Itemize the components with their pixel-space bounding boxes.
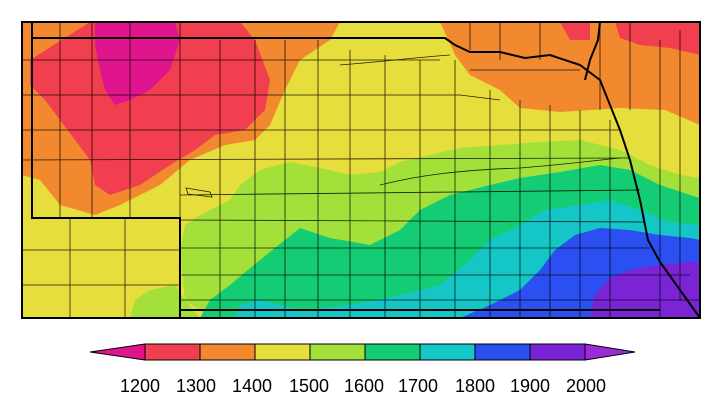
- band-below-1200: [95, 22, 180, 105]
- band-1200-1300-west: [30, 22, 270, 195]
- legend-swatch-1200-1300: [144, 343, 201, 361]
- band-1300-1400-east: [440, 22, 700, 125]
- legend-tick-label: 1500: [289, 376, 329, 396]
- legend-tick-label: 1300: [176, 376, 216, 396]
- legend-tick-label: 1700: [398, 376, 438, 396]
- contour-field: [22, 22, 700, 318]
- legend-tick-label: 1600: [344, 376, 384, 396]
- state-boundaries: [31, 22, 700, 318]
- legend-tick-label: 1400: [232, 376, 272, 396]
- county-boundaries: [22, 22, 700, 318]
- band-1200-1300-north: [560, 22, 590, 40]
- legend-arrow-low: [89, 343, 146, 361]
- legend-swatch-1400-1500: [254, 343, 311, 361]
- map-frame: [21, 21, 701, 319]
- color-legend: 1200 1300 1400 1500 1600 1700 1800 1900 …: [89, 343, 636, 396]
- legend-swatch-1500-1600: [309, 343, 366, 361]
- legend-swatch-1900-2000: [529, 343, 586, 361]
- legend-tick-label: 1800: [455, 376, 495, 396]
- legend-tick-label: 1200: [120, 376, 160, 396]
- band-1200-1300-east: [615, 22, 700, 55]
- legend-swatch-1800-1900: [474, 343, 531, 361]
- legend-tick-label: 1900: [510, 376, 550, 396]
- legend-swatch-1600-1700: [364, 343, 421, 361]
- legend-swatch-1700-1800: [419, 343, 476, 361]
- legend-swatch-1300-1400: [199, 343, 256, 361]
- legend-tick-label: 2000: [566, 376, 606, 396]
- band-1900-2000: [590, 262, 700, 318]
- legend-arrow-high: [584, 343, 636, 361]
